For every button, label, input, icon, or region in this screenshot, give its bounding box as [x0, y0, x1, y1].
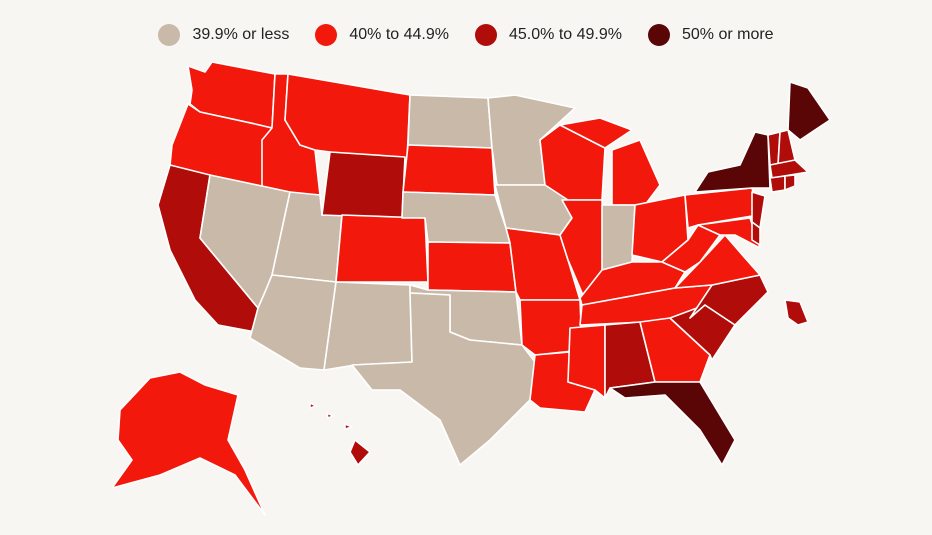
- legend-swatch-mid: [315, 24, 338, 46]
- state-ks[interactable]: [427, 241, 517, 293]
- state-md[interactable]: [697, 217, 761, 249]
- state-ga[interactable]: [639, 317, 711, 383]
- state-de[interactable]: [751, 221, 761, 246]
- state-in[interactable]: [601, 204, 636, 271]
- legend-swatch-low: [158, 24, 181, 46]
- state-ma[interactable]: [769, 159, 809, 179]
- state-mi[interactable]: [559, 117, 661, 206]
- legend-label-low: 39.9% or less: [192, 26, 290, 43]
- state-ms[interactable]: [567, 324, 606, 399]
- legend-item-high: 45.0% to 49.9%: [475, 24, 622, 46]
- legend-label-mid: 40% to 44.9%: [349, 26, 449, 43]
- state-hi[interactable]: [309, 402, 371, 466]
- state-tx[interactable]: [351, 292, 536, 466]
- state-sd[interactable]: [402, 144, 496, 196]
- legend-label-top: 50% or more: [681, 26, 774, 43]
- state-ct[interactable]: [769, 175, 786, 193]
- legend-label-high: 45.0% to 49.9%: [509, 26, 622, 43]
- state-ri[interactable]: [784, 174, 796, 191]
- legend-item-low: 39.9% or less: [158, 24, 289, 46]
- legend-swatch-high: [475, 24, 497, 46]
- state-fl[interactable]: [609, 381, 736, 466]
- map-legend: 39.9% or less 40% to 44.9% 45.0% to 49.9…: [0, 24, 932, 46]
- state-nd[interactable]: [407, 94, 493, 149]
- legend-item-top: 50% or more: [647, 24, 774, 46]
- state-nm[interactable]: [323, 281, 413, 371]
- legend-swatch-top: [647, 24, 670, 46]
- state-me[interactable]: [787, 81, 831, 141]
- state-wy[interactable]: [321, 151, 406, 219]
- state-dc[interactable]: [784, 299, 809, 326]
- state-co[interactable]: [335, 214, 429, 283]
- state-ak[interactable]: [111, 371, 266, 516]
- state-ny[interactable]: [694, 131, 771, 193]
- legend-item-mid: 40% to 44.9%: [315, 24, 449, 46]
